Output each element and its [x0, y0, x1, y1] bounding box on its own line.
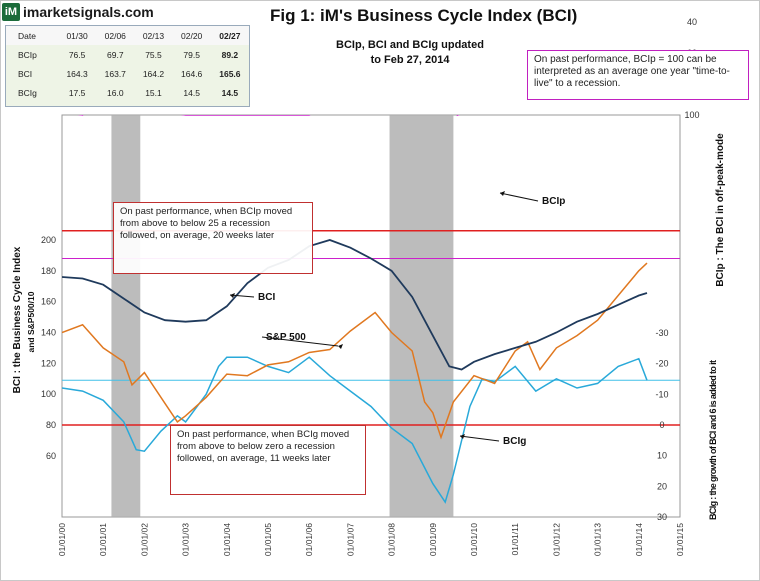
table-cell: BCIp: [18, 49, 37, 60]
x-tick: 01/01/12: [551, 523, 561, 556]
y-left-tick: 120: [41, 358, 56, 368]
y-left-tick: 200: [41, 235, 56, 245]
table-cell: 14.5: [183, 87, 200, 98]
x-tick: 01/01/08: [387, 523, 397, 556]
y-right-bottom-tick: -20: [655, 359, 668, 369]
chart-title: Fig 1: iM's Business Cycle Index (BCI): [270, 6, 578, 25]
x-tick: 01/01/04: [222, 523, 232, 556]
chart-subtitle: BCIp, BCI and BCIg updated to Feb 27, 20…: [336, 39, 484, 66]
x-tick: 01/01/14: [634, 523, 644, 556]
y-left-tick: 100: [41, 389, 56, 399]
x-tick: 01/01/03: [181, 523, 191, 556]
x-tick: 01/01/01: [98, 523, 108, 556]
annotation-sp500-arrow: [261, 336, 339, 347]
annotation-bcig-arrowhead: [460, 434, 465, 439]
x-tick: 01/01/15: [675, 523, 685, 556]
y-right-bottom-tick: 30: [657, 512, 667, 522]
y-right-bottom-tick: 20: [657, 481, 667, 491]
logo-badge: iM: [2, 3, 20, 21]
y-right-bottom-tick: 10: [657, 451, 667, 461]
y-left-tick: 160: [41, 297, 56, 307]
table-row: BCIp 76.5 69.7 75.5 79.5 89.2: [6, 45, 249, 64]
y-right-bottom-tick: 0: [659, 420, 664, 430]
annotation-sp500-arrowhead: [338, 344, 343, 349]
logo: iM imarketsignals.com: [2, 2, 154, 22]
y-left-tick: 60: [46, 451, 56, 461]
annotation-bcip: BCIp: [542, 196, 565, 207]
x-tick: 01/01/05: [263, 523, 273, 556]
annotation-bci: BCI: [258, 292, 275, 303]
summary-table: Date 01/30 02/06 02/13 02/20 02/27 BCIp …: [5, 25, 250, 107]
x-tick: 01/01/11: [510, 523, 520, 556]
y-left-tick: 180: [41, 266, 56, 276]
x-tick: 01/01/09: [428, 523, 438, 556]
y-right-bottom-label: BCIg : the growth of BCI and 6 is added …: [708, 360, 718, 520]
table-row: BCI 164.3 163.7 164.2 164.6 165.6: [6, 64, 249, 83]
annotation-bci-arrowhead: [230, 293, 235, 298]
y-right-top-tick: 100: [684, 110, 699, 120]
table-cell: 89.2: [221, 49, 239, 60]
table-cell: 69.7: [107, 49, 124, 60]
y-right-bottom-tick: -30: [655, 328, 668, 338]
table-cell: BCIg: [18, 87, 37, 98]
table-header-cell: 02/27: [210, 26, 249, 45]
annotation-bcip-arrowhead: [500, 191, 505, 196]
y-right-top-label: BCIp : The BCI in off-peak-mode: [715, 133, 726, 287]
table-cell: 164.3: [66, 68, 88, 79]
x-tick: 01/01/02: [139, 523, 149, 556]
x-tick: 01/01/07: [345, 523, 355, 556]
annotation-bcig: BCIg: [503, 436, 526, 447]
y-left-label: BCI : the Business Cycle Index: [12, 246, 23, 393]
table-cell: 16.0: [107, 87, 124, 98]
table-cell: 17.5: [68, 87, 86, 98]
bci-line: [62, 239, 648, 371]
note-bcip-threshold: On past performance, when BCIp moved fro…: [113, 202, 313, 274]
table-cell: 79.5: [183, 49, 200, 60]
table-cell: 163.7: [104, 68, 126, 79]
table-cell: 165.6: [219, 68, 241, 79]
table-cell: 76.5: [68, 49, 86, 60]
table-cell: 164.2: [142, 68, 165, 79]
x-tick: 01/01/06: [304, 523, 314, 556]
table-row: BCIg 17.5 16.0 15.1 14.5 14.5: [6, 83, 249, 102]
y-right-bottom-tick: -10: [655, 389, 668, 399]
plot-area: [61, 114, 681, 518]
table-cell: 15.1: [145, 87, 162, 98]
y-left-tick: 80: [46, 420, 56, 430]
table-cell: 75.5: [145, 49, 162, 60]
summary-table-grid: Date 01/30 02/06 02/13 02/20 02/27 BCIp …: [6, 26, 249, 102]
y-left-tick: 140: [41, 328, 56, 338]
table-header-cell: Date: [6, 26, 58, 45]
x-tick: 01/01/13: [593, 523, 603, 556]
note-bcig-threshold: On past performance, when BCIg moved fro…: [170, 425, 366, 495]
x-tick: 01/01/10: [469, 523, 479, 556]
brand-name: imarketsignals.com: [23, 4, 154, 20]
table-header-cell: 02/06: [96, 26, 135, 45]
bcig-line: [62, 356, 648, 504]
table-cell: BCI: [18, 68, 33, 79]
y-left-label-2: and S&P500/10: [26, 291, 36, 352]
recession-band: [111, 115, 141, 517]
table-header-cell: 01/30: [58, 26, 97, 45]
sp500-line: [62, 262, 648, 440]
annotation-sp500: S&P 500: [266, 332, 306, 343]
annotation-bcig-arrow: [459, 435, 500, 442]
table-header-cell: 02/20: [172, 26, 211, 45]
note-bcip-ttl: On past performance, BCIp = 100 can be i…: [527, 50, 749, 100]
y-right-top-tick: 40: [687, 17, 697, 27]
table-header-row: Date 01/30 02/06 02/13 02/20 02/27: [6, 26, 249, 45]
table-cell: 164.6: [181, 68, 203, 79]
annotation-bcip-arrow: [499, 192, 539, 202]
x-tick: 01/01/00: [57, 523, 67, 556]
table-cell: 14.5: [221, 87, 239, 98]
table-header-cell: 02/13: [134, 26, 173, 45]
